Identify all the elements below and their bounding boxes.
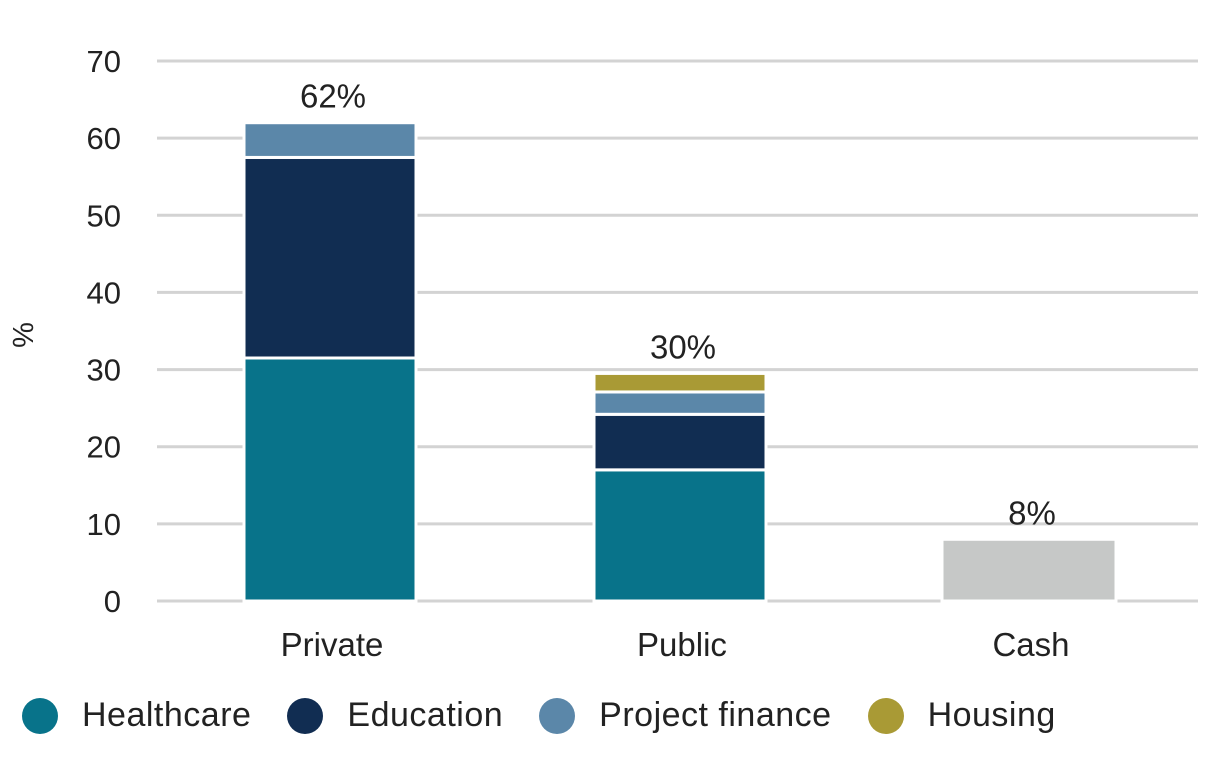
legend-item-housing: Housing: [867, 696, 1056, 735]
x-category-label: Private: [281, 626, 384, 663]
y-tick-label: 10: [87, 507, 121, 542]
y-tick-label: 20: [87, 430, 121, 465]
legend-swatch-healthcare: [22, 697, 58, 734]
stacked-bar-chart: 0 10 20 30 40 50 60 70 % 62% 30% 8% Private Public…: [8, 44, 1198, 663]
bar-segment-healthcare: [592, 468, 768, 603]
x-category-label: Public: [637, 626, 727, 663]
bar-segment-housing: [592, 371, 768, 394]
y-tick-label: 30: [87, 353, 121, 388]
y-tick-label: 50: [87, 198, 121, 233]
y-axis-ticks: 0 10 20 30 40 50 60 70: [87, 44, 121, 619]
y-tick-label: 40: [87, 275, 121, 310]
bar-segment-cash: [940, 537, 1118, 603]
y-axis-label: %: [8, 322, 40, 348]
legend-item-healthcare: Healthcare: [22, 696, 251, 735]
legend-label: Housing: [927, 696, 1056, 734]
total-label: 62%: [300, 78, 366, 115]
legend-swatch-housing: [867, 697, 904, 734]
bars: [242, 121, 1118, 603]
bar-segment-healthcare: [242, 356, 418, 603]
bar-segment-project-finance: [592, 390, 768, 416]
legend-item-project-finance: Project finance: [539, 696, 831, 735]
category-labels: Private Public Cash: [281, 626, 1070, 663]
bar-segment-project-finance: [242, 121, 418, 159]
total-labels: 62% 30% 8%: [300, 78, 1056, 532]
x-category-label: Cash: [992, 626, 1069, 663]
y-tick-label: 0: [104, 584, 121, 619]
legend: Healthcare Education Project finance Hou…: [22, 696, 1092, 735]
legend-swatch-project-finance: [539, 697, 576, 734]
legend-label: Healthcare: [82, 696, 252, 734]
bar-segment-education: [592, 412, 768, 472]
total-label: 8%: [1008, 494, 1056, 531]
legend-label: Education: [347, 696, 504, 734]
total-label: 30%: [650, 328, 716, 365]
y-tick-label: 60: [87, 121, 121, 156]
legend-item-education: Education: [287, 696, 503, 735]
legend-swatch-education: [287, 697, 324, 734]
y-tick-label: 70: [87, 44, 121, 79]
bar-segment-education: [242, 155, 418, 360]
legend-label: Project finance: [599, 696, 832, 734]
